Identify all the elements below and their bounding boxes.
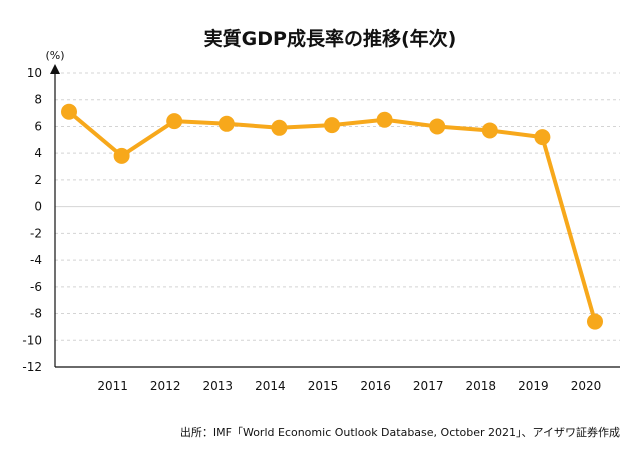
data-point — [376, 111, 393, 128]
y-tick-label: -2 — [30, 226, 42, 240]
y-tick-label: -10 — [22, 333, 42, 347]
data-point — [218, 115, 235, 132]
series-line — [67, 109, 597, 324]
y-tick-label: -4 — [30, 253, 42, 267]
source-note: 出所：IMF「World Economic Outlook Database, … — [180, 425, 620, 439]
data-point — [271, 119, 288, 136]
y-tick-label: 2 — [34, 173, 42, 187]
y-tick-label: -6 — [30, 280, 42, 294]
y-axis-arrow — [50, 64, 60, 74]
x-tick-label: 2019 — [518, 379, 549, 393]
y-tick-label: 10 — [27, 66, 42, 80]
x-tick-label: 2013 — [203, 379, 234, 393]
data-point — [324, 117, 340, 134]
x-tick-label: 2017 — [413, 379, 444, 393]
axes — [50, 64, 620, 368]
x-tick-label: 2014 — [255, 379, 286, 393]
y-tick-label: 0 — [34, 200, 42, 214]
y-tick-label: -8 — [30, 307, 42, 321]
data-point — [166, 113, 183, 130]
x-tick-label: 2011 — [97, 379, 128, 393]
y-tick-label: 6 — [34, 119, 42, 133]
y-tick-labels: 10 8 6 4 2 0 -2 -4 -6 -8 -10 -12 — [22, 66, 42, 374]
data-point — [429, 118, 446, 135]
data-point — [481, 122, 498, 139]
y-tick-label: -12 — [22, 360, 42, 374]
x-tick-labels: 2011 2012 2013 2014 2015 2016 2017 2018 2019 2020 — [97, 379, 601, 393]
x-tick-label: 2018 — [466, 379, 497, 393]
data-point — [61, 103, 77, 120]
x-tick-label: 2015 — [308, 379, 339, 393]
data-point — [587, 313, 603, 330]
x-tick-label: 2016 — [360, 379, 391, 393]
y-axis-unit-label: (%) — [45, 49, 64, 62]
y-tick-label: 8 — [34, 93, 42, 107]
data-point — [113, 147, 130, 164]
grid-lines — [55, 72, 620, 341]
data-point — [534, 129, 551, 146]
series-line-path — [67, 109, 597, 324]
data-points — [61, 103, 603, 330]
y-tick-label: 4 — [34, 146, 42, 160]
x-tick-label: 2020 — [571, 379, 602, 393]
chart-title: 実質GDP成長率の推移(年次) — [204, 27, 457, 50]
x-tick-label: 2012 — [150, 379, 181, 393]
